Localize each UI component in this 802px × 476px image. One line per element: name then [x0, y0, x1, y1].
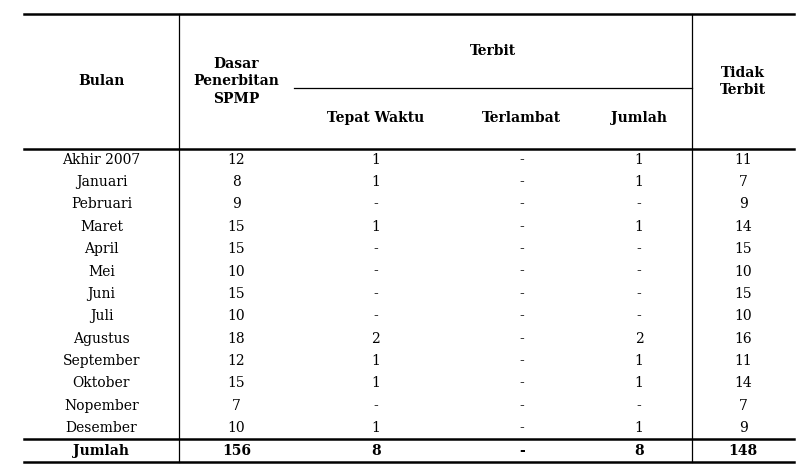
- Text: -: -: [637, 287, 642, 301]
- Text: Tepat Waktu: Tepat Waktu: [327, 111, 424, 125]
- Text: 9: 9: [739, 421, 747, 435]
- Text: 8: 8: [232, 175, 241, 189]
- Text: 1: 1: [371, 175, 380, 189]
- Text: 1: 1: [371, 354, 380, 368]
- Text: Maret: Maret: [80, 220, 123, 234]
- Text: -: -: [520, 399, 525, 413]
- Text: -: -: [520, 175, 525, 189]
- Text: -: -: [520, 220, 525, 234]
- Text: Januari: Januari: [75, 175, 128, 189]
- Text: Tidak
Terbit: Tidak Terbit: [720, 66, 766, 97]
- Text: 12: 12: [228, 354, 245, 368]
- Text: -: -: [520, 421, 525, 435]
- Text: 1: 1: [634, 421, 643, 435]
- Text: 15: 15: [228, 377, 245, 390]
- Text: -: -: [637, 198, 642, 211]
- Text: 2: 2: [634, 332, 643, 346]
- Text: 1: 1: [634, 377, 643, 390]
- Text: Akhir 2007: Akhir 2007: [63, 153, 140, 167]
- Text: -: -: [374, 198, 379, 211]
- Text: 1: 1: [634, 354, 643, 368]
- Text: 9: 9: [232, 198, 241, 211]
- Text: -: -: [637, 265, 642, 278]
- Text: 10: 10: [228, 309, 245, 323]
- Text: 7: 7: [739, 175, 747, 189]
- Text: -: -: [520, 354, 525, 368]
- Text: -: -: [637, 309, 642, 323]
- Text: 11: 11: [734, 153, 752, 167]
- Text: 18: 18: [228, 332, 245, 346]
- Text: -: -: [520, 153, 525, 167]
- Text: 1: 1: [371, 153, 380, 167]
- Text: -: -: [637, 242, 642, 256]
- Text: Nopember: Nopember: [64, 399, 139, 413]
- Text: Mei: Mei: [88, 265, 115, 278]
- Text: 15: 15: [228, 287, 245, 301]
- Text: -: -: [637, 399, 642, 413]
- Text: Pebruari: Pebruari: [71, 198, 132, 211]
- Text: Terlambat: Terlambat: [482, 111, 561, 125]
- Text: -: -: [519, 444, 525, 457]
- Text: Oktober: Oktober: [73, 377, 130, 390]
- Text: 15: 15: [735, 242, 752, 256]
- Text: Juni: Juni: [87, 287, 115, 301]
- Text: April: April: [84, 242, 119, 256]
- Text: 15: 15: [228, 220, 245, 234]
- Text: -: -: [520, 198, 525, 211]
- Text: -: -: [520, 377, 525, 390]
- Text: -: -: [520, 287, 525, 301]
- Text: 14: 14: [734, 220, 752, 234]
- Text: 1: 1: [634, 153, 643, 167]
- Text: 2: 2: [371, 332, 380, 346]
- Text: Desember: Desember: [66, 421, 137, 435]
- Text: 14: 14: [734, 377, 752, 390]
- Text: 11: 11: [734, 354, 752, 368]
- Text: -: -: [520, 332, 525, 346]
- Text: 1: 1: [634, 175, 643, 189]
- Text: -: -: [374, 265, 379, 278]
- Text: 1: 1: [371, 220, 380, 234]
- Text: 10: 10: [735, 265, 752, 278]
- Text: 1: 1: [371, 421, 380, 435]
- Text: 10: 10: [228, 421, 245, 435]
- Text: Dasar
Penerbitan
SPMP: Dasar Penerbitan SPMP: [193, 57, 279, 106]
- Text: 15: 15: [228, 242, 245, 256]
- Text: Jumlah: Jumlah: [74, 444, 129, 457]
- Text: 10: 10: [228, 265, 245, 278]
- Text: 15: 15: [735, 287, 752, 301]
- Text: 9: 9: [739, 198, 747, 211]
- Text: 156: 156: [222, 444, 251, 457]
- Text: Terbit: Terbit: [470, 44, 516, 58]
- Text: -: -: [374, 242, 379, 256]
- Text: Agustus: Agustus: [73, 332, 130, 346]
- Text: Jumlah: Jumlah: [611, 111, 667, 125]
- Text: 148: 148: [728, 444, 758, 457]
- Text: 7: 7: [739, 399, 747, 413]
- Text: 7: 7: [232, 399, 241, 413]
- Text: 16: 16: [735, 332, 752, 346]
- Text: 12: 12: [228, 153, 245, 167]
- Text: -: -: [374, 399, 379, 413]
- Text: -: -: [374, 287, 379, 301]
- Text: Juli: Juli: [90, 309, 113, 323]
- Text: -: -: [520, 242, 525, 256]
- Text: 8: 8: [634, 444, 644, 457]
- Text: -: -: [520, 309, 525, 323]
- Text: 1: 1: [634, 220, 643, 234]
- Text: September: September: [63, 354, 140, 368]
- Text: 8: 8: [371, 444, 381, 457]
- Text: -: -: [520, 265, 525, 278]
- Text: -: -: [374, 309, 379, 323]
- Text: 10: 10: [735, 309, 752, 323]
- Text: 1: 1: [371, 377, 380, 390]
- Text: Bulan: Bulan: [79, 74, 124, 89]
